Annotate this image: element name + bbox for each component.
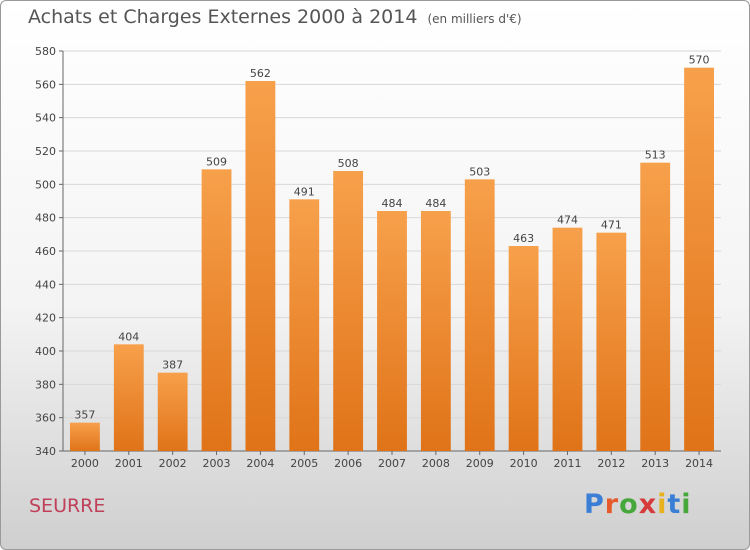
bar-value-label: 463 xyxy=(513,232,534,245)
bar-value-label: 509 xyxy=(206,155,227,168)
y-tick-label: 420 xyxy=(35,312,56,325)
bar-value-label: 484 xyxy=(382,197,403,210)
x-tick-label: 2000 xyxy=(71,457,99,470)
y-tick-label: 540 xyxy=(35,112,56,125)
bar-value-label: 357 xyxy=(74,409,95,422)
bar-value-label: 570 xyxy=(689,54,710,67)
y-tick-label: 520 xyxy=(35,145,56,158)
x-tick-label: 2003 xyxy=(203,457,231,470)
chart-title-text: Achats et Charges Externes 2000 à 2014 xyxy=(28,6,418,28)
x-tick-label: 2001 xyxy=(115,457,143,470)
y-tick-label: 360 xyxy=(35,412,56,425)
bar xyxy=(333,171,364,451)
x-tick-label: 2006 xyxy=(334,457,362,470)
bar xyxy=(201,169,232,452)
bar-value-label: 508 xyxy=(338,157,359,170)
bar-value-label: 562 xyxy=(250,67,271,80)
bar-value-label: 484 xyxy=(425,197,446,210)
bar xyxy=(245,81,276,451)
y-tick-label: 460 xyxy=(35,245,56,258)
y-tick-label: 580 xyxy=(35,45,56,58)
location-label: SEURRE xyxy=(29,495,106,517)
bar xyxy=(377,211,407,451)
bar xyxy=(157,372,188,451)
logo-letter: x xyxy=(638,489,658,520)
bar xyxy=(596,232,627,451)
logo-letter: i xyxy=(681,489,692,520)
y-tick-label: 500 xyxy=(35,178,56,191)
bar xyxy=(113,344,144,451)
bar xyxy=(684,67,714,452)
logo-letter: i xyxy=(657,489,668,520)
y-tick-label: 340 xyxy=(35,445,56,458)
x-tick-label: 2014 xyxy=(685,457,713,470)
bar-value-label: 387 xyxy=(162,359,183,372)
bar-value-label: 404 xyxy=(118,330,139,343)
bar-value-label: 491 xyxy=(294,185,315,198)
bar-value-label: 471 xyxy=(601,219,622,232)
logo-letter: o xyxy=(619,489,639,520)
x-tick-label: 2011 xyxy=(553,457,581,470)
x-tick-label: 2005 xyxy=(290,457,318,470)
y-tick-label: 400 xyxy=(35,345,56,358)
bar xyxy=(464,179,495,452)
bar xyxy=(70,422,100,451)
bar-value-label: 474 xyxy=(557,214,578,227)
bar-value-label: 513 xyxy=(645,149,666,162)
x-tick-label: 2008 xyxy=(422,457,450,470)
proxiti-logo: Proxiti xyxy=(584,489,692,520)
x-tick-label: 2013 xyxy=(641,457,669,470)
chart-unit: (en milliers d'€) xyxy=(427,12,522,26)
bar xyxy=(552,227,583,451)
logo-letter: P xyxy=(584,489,605,520)
y-tick-label: 480 xyxy=(35,212,56,225)
bar-value-label: 503 xyxy=(469,165,490,178)
x-tick-label: 2004 xyxy=(246,457,274,470)
chart-title: Achats et Charges Externes 2000 à 2014 (e… xyxy=(28,6,522,28)
logo-letter: t xyxy=(667,489,682,520)
x-tick-label: 2002 xyxy=(159,457,187,470)
y-tick-label: 380 xyxy=(35,378,56,391)
logo-letter: r xyxy=(604,489,620,520)
x-tick-label: 2009 xyxy=(466,457,494,470)
bar xyxy=(289,199,320,451)
bar xyxy=(508,246,539,451)
x-tick-label: 2007 xyxy=(378,457,406,470)
x-tick-label: 2012 xyxy=(597,457,625,470)
x-tick-label: 2010 xyxy=(510,457,538,470)
y-tick-label: 440 xyxy=(35,278,56,291)
bar xyxy=(640,162,671,451)
bar xyxy=(420,211,451,451)
y-tick-label: 560 xyxy=(35,78,56,91)
